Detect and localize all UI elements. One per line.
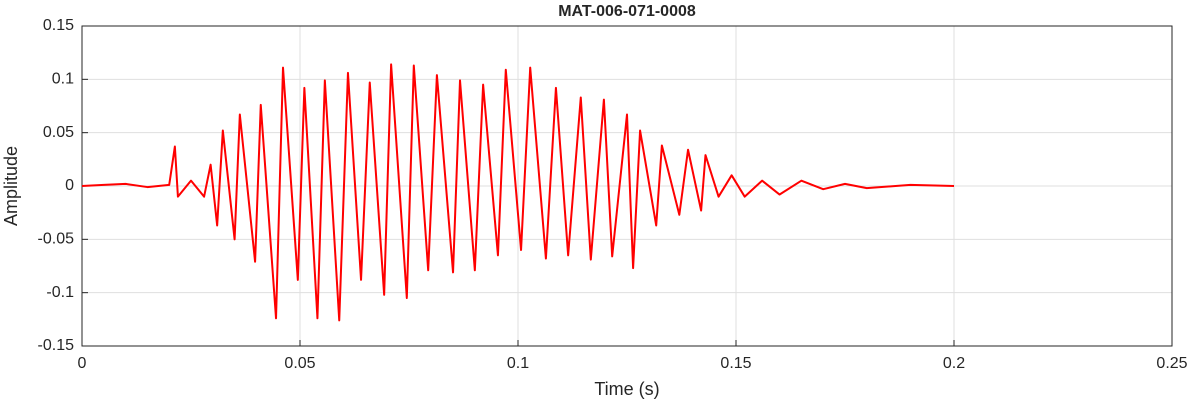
chart-title: MAT-006-071-0008 bbox=[558, 3, 696, 20]
x-tick-label: 0.1 bbox=[507, 355, 529, 372]
y-tick-label: -0.05 bbox=[38, 231, 75, 248]
y-tick-label: 0.1 bbox=[52, 71, 74, 88]
waveform-line bbox=[81, 63, 955, 322]
x-axis-label: Time (s) bbox=[594, 379, 659, 399]
y-axis-label: Amplitude bbox=[1, 146, 21, 226]
x-tick-label: 0.25 bbox=[1156, 355, 1187, 372]
x-tick-label: 0.05 bbox=[284, 355, 315, 372]
y-tick-label: -0.15 bbox=[38, 337, 75, 354]
x-tick-label: 0 bbox=[78, 355, 87, 372]
x-tick-label: 0.15 bbox=[720, 355, 751, 372]
y-tick-label: 0.15 bbox=[43, 17, 74, 34]
y-tick-label: 0.05 bbox=[43, 124, 74, 141]
y-tick-label: -0.1 bbox=[46, 284, 74, 301]
x-tick-label: 0.2 bbox=[943, 355, 965, 372]
y-tick-label: 0 bbox=[65, 177, 74, 194]
